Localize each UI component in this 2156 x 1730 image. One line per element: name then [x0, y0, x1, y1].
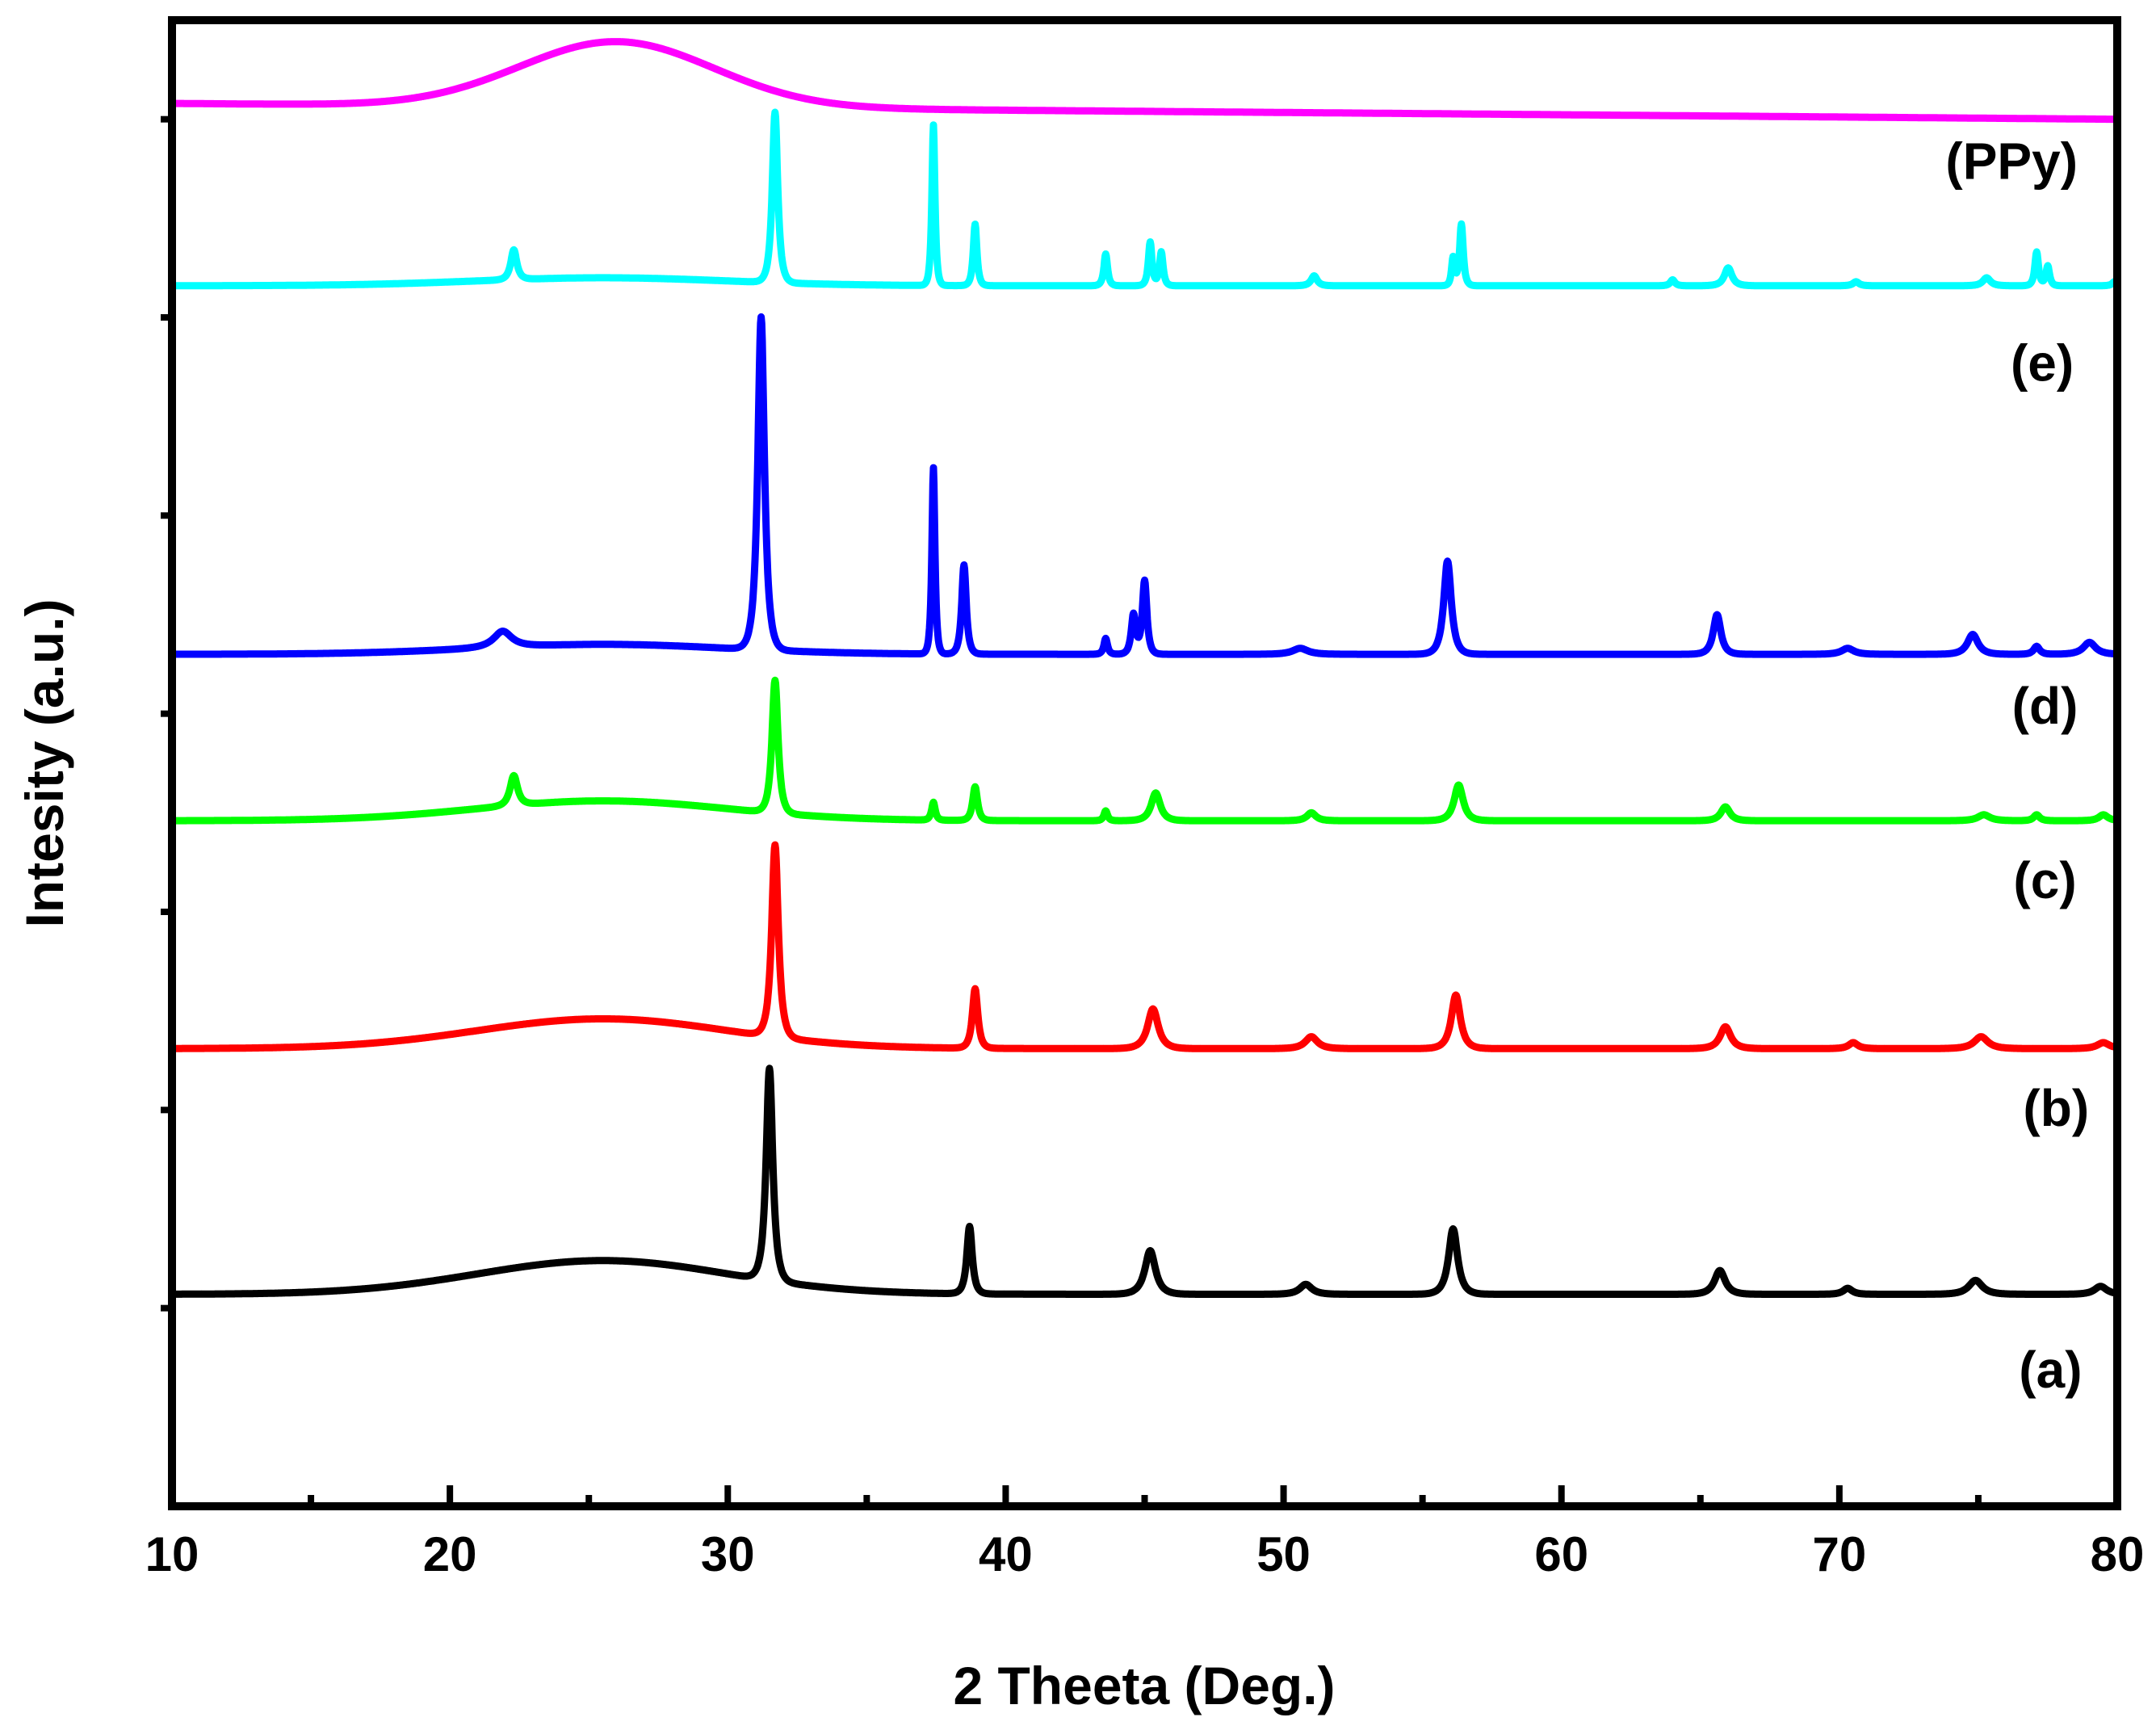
plot-frame — [168, 16, 2121, 1510]
series-label: (c) — [2013, 851, 2076, 909]
series-labels: (a) (b) (c) (d) (e) (PPy) — [1945, 132, 2089, 1399]
series-layer — [168, 38, 2121, 1298]
y-axis-ticks — [161, 115, 172, 1312]
x-tick-label: 40 — [979, 1527, 1033, 1581]
x-tick-label: 50 — [1256, 1527, 1311, 1581]
series-line — [168, 108, 2121, 290]
x-axis-ticks: 10 20 30 40 50 60 70 80 — [145, 1485, 2145, 1581]
series-label: (e) — [2011, 334, 2074, 393]
x-tick-label: 10 — [145, 1527, 199, 1581]
x-tick-label: 60 — [1534, 1527, 1588, 1581]
x-tick-label: 80 — [2091, 1527, 2145, 1581]
series-line — [168, 313, 2121, 658]
y-axis-title: Intesity (a.u.) — [15, 598, 74, 927]
series-line — [168, 676, 2121, 825]
series-line — [168, 841, 2121, 1052]
series-label: (d) — [2012, 677, 2078, 735]
x-tick-label: 20 — [423, 1527, 477, 1581]
x-tick-label: 70 — [1812, 1527, 1866, 1581]
x-tick-label: 30 — [701, 1527, 755, 1581]
series-line — [168, 1064, 2121, 1298]
series-line — [168, 38, 2121, 124]
series-label: (PPy) — [1945, 132, 2078, 190]
series-label: (a) — [2019, 1341, 2082, 1399]
series-label: (b) — [2023, 1079, 2089, 1137]
x-axis-title: 2 Theeta (Deg.) — [953, 1656, 1335, 1715]
